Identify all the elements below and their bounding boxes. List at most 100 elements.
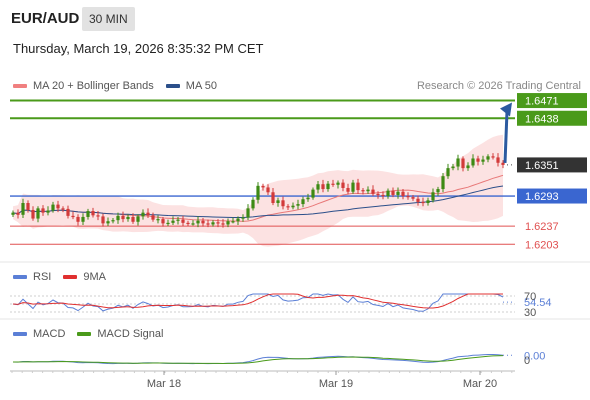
datetime-label: Thursday, March 19, 2026 8:35:32 PM CET xyxy=(13,41,264,56)
rsi-line xyxy=(12,293,504,312)
candle-body xyxy=(346,187,350,192)
rsi-ma-swatch xyxy=(63,275,78,279)
candle-body xyxy=(481,159,485,162)
candle-body xyxy=(176,219,180,221)
candle-body xyxy=(211,222,215,225)
x-tick-label: Mar 20 xyxy=(463,378,497,390)
candle-body xyxy=(126,216,130,220)
candle-body xyxy=(111,220,115,222)
candle-body xyxy=(421,201,425,204)
candle-body xyxy=(326,183,330,190)
candle-body xyxy=(241,217,245,219)
candle-body xyxy=(351,182,355,192)
candle-body xyxy=(416,198,420,202)
candle-body xyxy=(161,219,165,224)
candle-body xyxy=(396,191,400,195)
candle-body xyxy=(121,215,125,220)
candle-body xyxy=(226,221,230,225)
candle-body xyxy=(116,215,120,221)
current-price-tag xyxy=(517,157,587,173)
candle-body xyxy=(431,192,435,201)
candle-body xyxy=(246,208,250,218)
candle-body xyxy=(26,203,30,210)
candle-body xyxy=(426,200,430,203)
timeframe-button[interactable]: 30 MIN xyxy=(82,7,135,31)
level-tag-resistance xyxy=(517,110,587,126)
ma20-swatch xyxy=(13,84,27,88)
candle-body xyxy=(441,176,445,190)
candle-body xyxy=(336,182,340,185)
candle-body xyxy=(436,189,440,193)
candle-body xyxy=(201,220,205,224)
candle-body xyxy=(221,223,225,225)
candle-body xyxy=(71,215,75,218)
x-tick-label: Mar 18 xyxy=(147,378,181,390)
candle-body xyxy=(101,216,105,224)
candle-body xyxy=(191,223,195,225)
candle-body xyxy=(166,222,170,225)
candle-body xyxy=(406,196,410,198)
rsi-tick-label: 70 xyxy=(524,291,536,303)
x-tick-label: Mar 19 xyxy=(319,378,353,390)
candle-body xyxy=(321,184,325,190)
level-label-resistance: 1.6438 xyxy=(525,113,559,125)
candle-body xyxy=(311,189,315,198)
macd-swatch xyxy=(13,332,27,336)
candle-body xyxy=(371,189,375,194)
candle-body xyxy=(341,182,345,188)
candle-body xyxy=(56,204,60,209)
candle-body xyxy=(231,221,235,223)
candle-body xyxy=(186,222,190,225)
symbol-title: EUR/AUD xyxy=(11,10,80,27)
candle-body xyxy=(16,212,20,215)
macd-zero-label: 0 xyxy=(524,355,530,367)
macd-current-label: 0.00 xyxy=(524,350,545,362)
candle-body xyxy=(451,166,455,169)
legend-macd-signal-label: MACD Signal xyxy=(97,328,164,340)
candle-body xyxy=(256,185,260,200)
candle-body xyxy=(281,200,285,207)
level-tag-pivot xyxy=(517,188,587,204)
current-price-label: 1.6351 xyxy=(525,160,559,172)
candle-body xyxy=(266,187,270,193)
candle-body xyxy=(501,162,505,165)
legend-rsi-label: RSI xyxy=(33,271,52,283)
candle-body xyxy=(376,193,380,196)
level-tag-target xyxy=(517,93,587,109)
candle-body xyxy=(36,208,40,219)
candle-body xyxy=(306,197,310,200)
candle-body xyxy=(446,168,450,177)
candle-body xyxy=(146,212,150,216)
candle-body xyxy=(96,215,100,217)
candle-body xyxy=(76,216,80,222)
candle-body xyxy=(216,222,220,224)
candle-body xyxy=(276,200,280,203)
rsi-ma-line xyxy=(12,293,503,309)
candle-body xyxy=(301,199,305,205)
candle-body xyxy=(401,191,405,197)
bollinger-band xyxy=(13,134,503,247)
legend-macd-label: MACD xyxy=(33,328,66,340)
candle-body xyxy=(461,158,465,169)
candle-body xyxy=(31,209,35,219)
main-legend: MA 20 + Bollinger Bands MA 50 xyxy=(13,80,229,92)
candle-body xyxy=(381,194,385,197)
candle-body xyxy=(251,199,255,209)
legend-ma50-label: MA 50 xyxy=(185,80,217,92)
macd-legend: MACD MACD Signal xyxy=(13,328,175,340)
candle-body xyxy=(236,218,240,222)
candle-body xyxy=(156,219,160,221)
candle-body xyxy=(456,158,460,167)
candle-body xyxy=(171,220,175,223)
candle-body xyxy=(476,158,480,162)
forecast-arrow-shaft xyxy=(503,111,509,163)
candle-body xyxy=(91,211,95,216)
level-label-support: 1.6203 xyxy=(525,239,559,251)
ma50-swatch xyxy=(165,84,180,88)
candle-body xyxy=(271,192,275,203)
candle-body xyxy=(486,156,490,160)
candle-body xyxy=(106,221,110,224)
forecast-arrow-head xyxy=(500,102,512,117)
candle-body xyxy=(356,182,360,191)
